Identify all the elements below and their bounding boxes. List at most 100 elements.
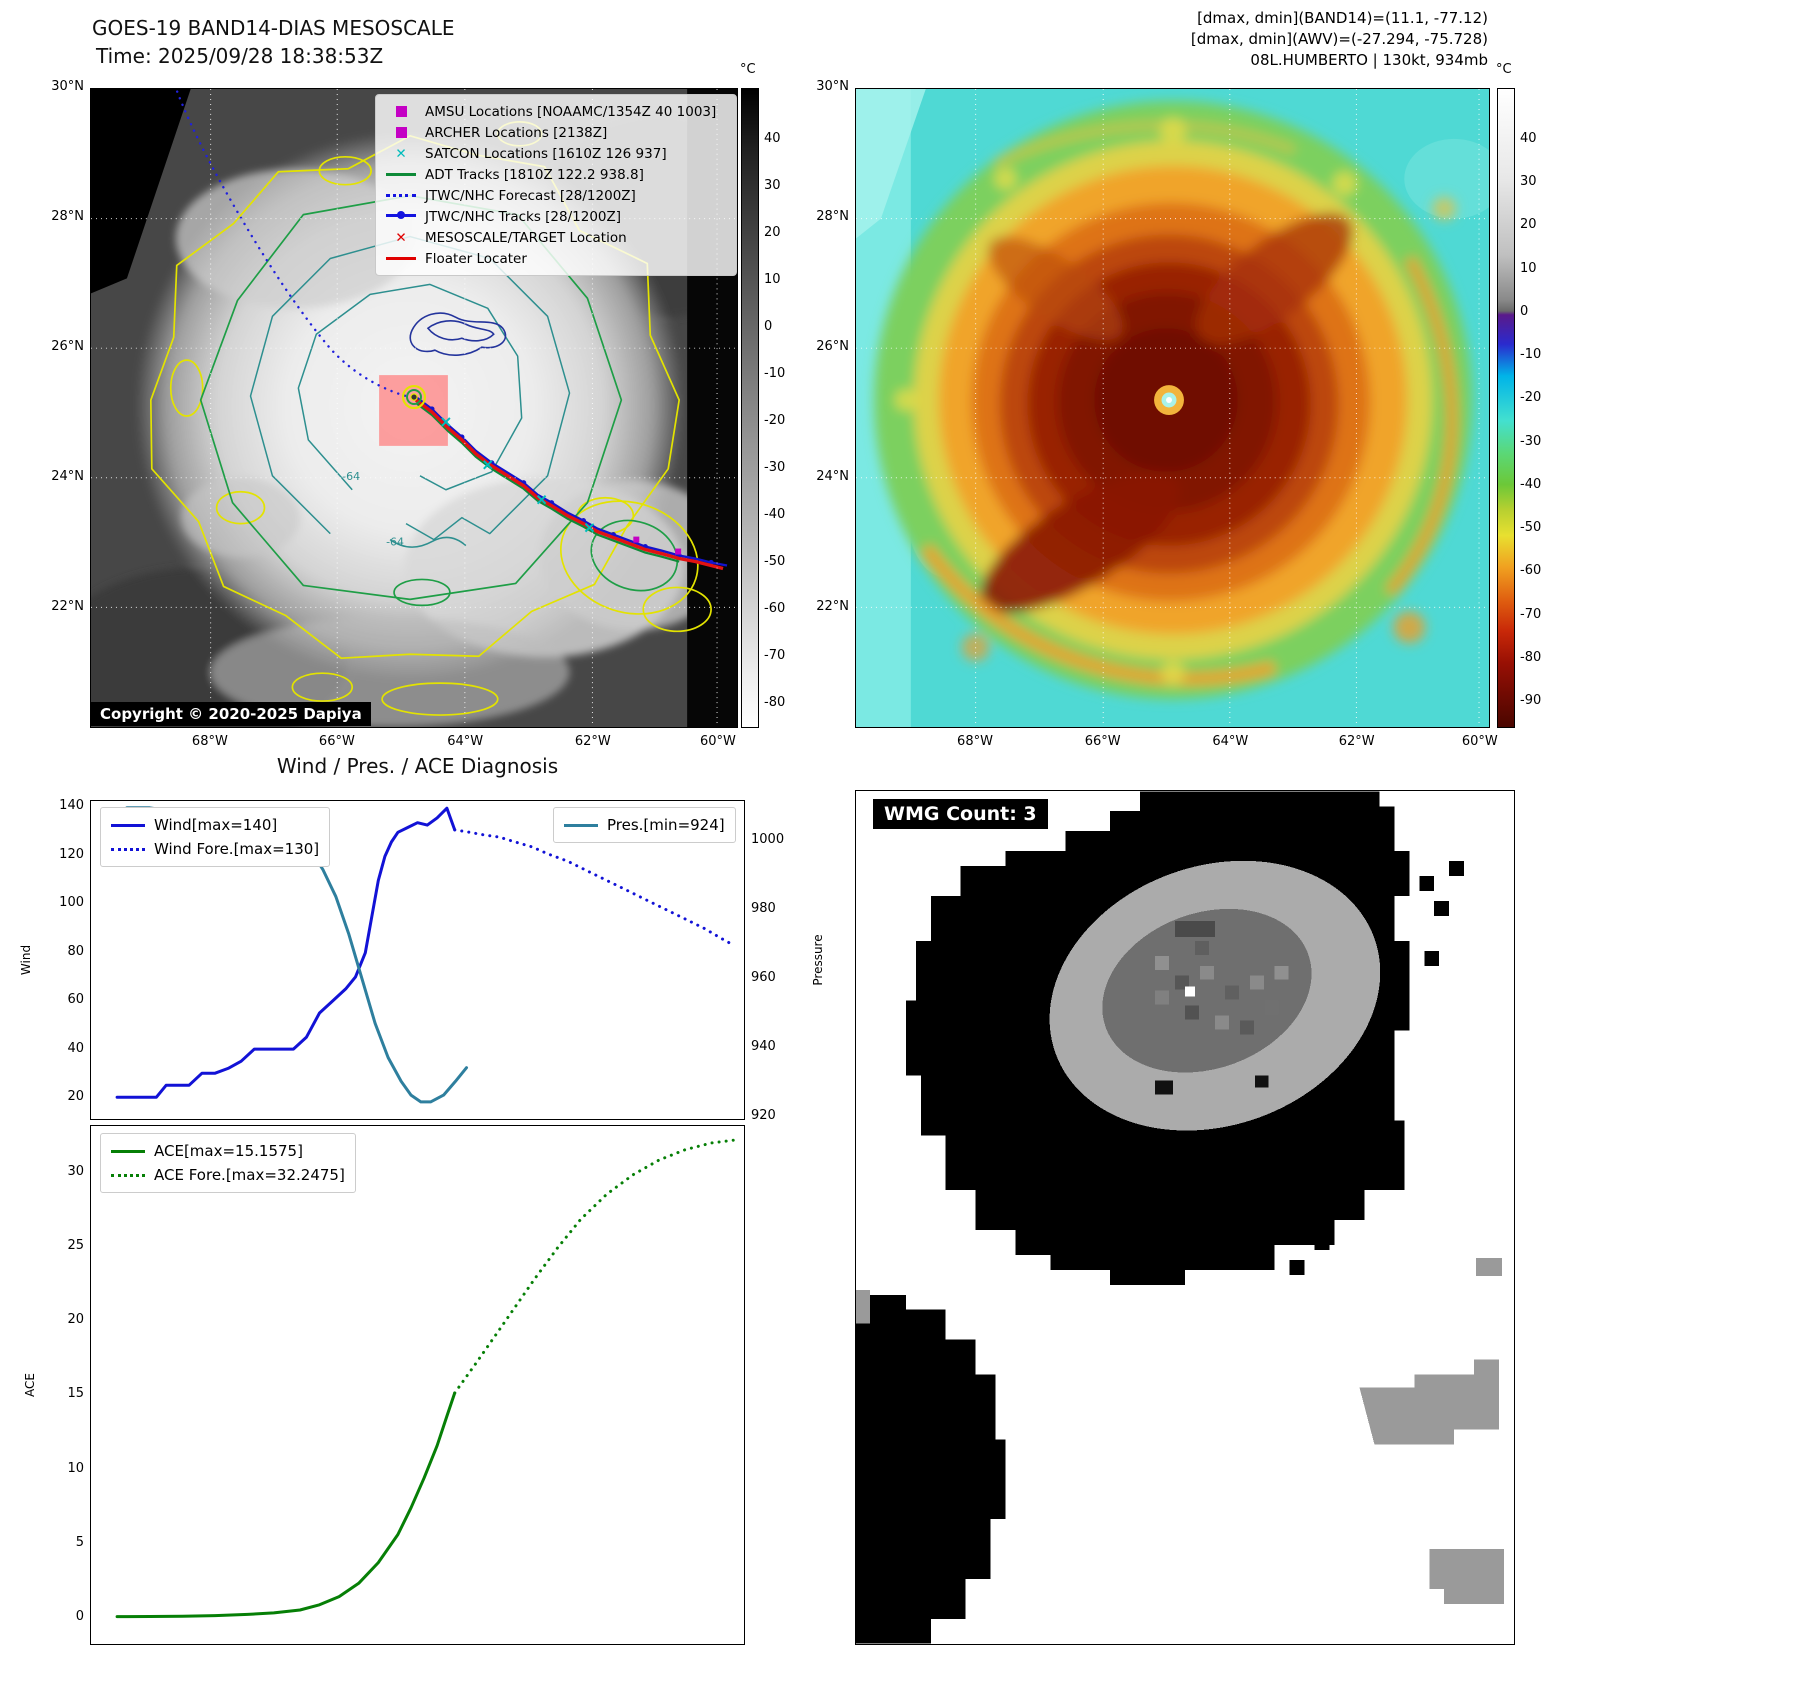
legend-label: AMSU Locations [NOAAMC/1354Z 40 1003] <box>425 103 717 120</box>
awv-header: [dmax, dmin](BAND14)=(11.1, -77.12) [dma… <box>1191 8 1488 71</box>
band14-legend: AMSU Locations [NOAAMC/1354Z 40 1003] ARC… <box>375 94 737 276</box>
axis-tick-label: 140 <box>59 798 84 814</box>
axis-tick-label: -40 <box>764 507 786 523</box>
ace-axis-label: ACE <box>23 1373 37 1397</box>
axis-tick-label: 10 <box>67 1460 84 1476</box>
pressure-axis-ticks: 920 940 960 980 1000 <box>749 800 791 1122</box>
legend-item: ACE Fore.[max=32.2475] <box>111 1163 345 1187</box>
contour-value-label: -64 <box>342 470 360 483</box>
no-data-region <box>91 89 191 294</box>
floater-track-line <box>414 398 724 571</box>
dotted-line-marker-icon <box>111 1173 145 1177</box>
contour-value-label: -64 <box>386 536 404 549</box>
latlon-grid <box>856 89 1489 727</box>
axis-tick-label: 15 <box>67 1386 84 1402</box>
awv-colorbar-ticks: 40 30 20 10 0 -10 -20 -30 -40 -50 -60 -70 -80 -90 <box>1518 88 1558 728</box>
axis-tick-label: 60 <box>67 992 84 1008</box>
axis-tick-label: 22°N <box>816 599 849 614</box>
legend-label: Wind Fore.[max=130] <box>154 840 320 858</box>
pressure-axis-label: Pressure <box>811 934 825 986</box>
legend-item: Floater Locater <box>386 248 726 269</box>
axis-tick-label: -90 <box>1520 693 1542 709</box>
axis-tick-label: -70 <box>1520 606 1542 622</box>
x-marker-icon: ✕ <box>395 229 407 246</box>
axis-tick-label: 28°N <box>51 208 84 224</box>
legend-item: ✕ MESOSCALE/TARGET Location <box>386 227 726 248</box>
band14-colorbar <box>741 88 759 728</box>
axis-tick-label: 25 <box>67 1237 84 1253</box>
diagnosis-title: Wind / Pres. / ACE Diagnosis <box>276 754 559 778</box>
amsu-markers <box>633 536 682 555</box>
awv-lon-axis: 68°W 66°W 64°W 62°W 60°W <box>855 730 1498 750</box>
legend-item: AMSU Locations [NOAAMC/1354Z 40 1003] <box>386 101 726 122</box>
legend-label: SATCON Locations [1610Z 126 937] <box>425 145 667 162</box>
legend-label: ADT Tracks [1810Z 122.2 938.8] <box>425 166 644 183</box>
band14-lon-axis: 68°W 66°W 64°W 62°W 60°W <box>90 730 738 750</box>
axis-tick-label: 0 <box>1520 303 1529 319</box>
axis-tick-label: 1000 <box>751 832 785 848</box>
axis-tick-label: 24°N <box>51 468 84 484</box>
axis-tick-label: 30°N <box>51 79 84 94</box>
line-dot-marker-icon <box>386 211 416 219</box>
axis-tick-label: -20 <box>1520 390 1542 406</box>
axis-tick-label: 30°N <box>816 79 849 94</box>
dotted-marker-icon <box>386 194 416 197</box>
satcon-markers <box>441 417 595 533</box>
dotted-line-marker-icon <box>111 847 145 851</box>
axis-tick-label: 64°W <box>1212 734 1249 749</box>
wmg-count-badge: WMG Count: 3 <box>873 799 1048 829</box>
awv-satellite-map <box>855 88 1490 728</box>
legend-item: Wind[max=140] <box>111 813 319 837</box>
legend-item: ADT Tracks [1810Z 122.2 938.8] <box>386 164 726 185</box>
legend-label: Floater Locater <box>425 250 527 267</box>
copyright-notice: Copyright © 2020-2025 Dapiya <box>91 702 371 726</box>
axis-tick-label: 26°N <box>51 338 84 354</box>
wmg-pixels <box>856 791 1505 1644</box>
forecast-track-line <box>174 89 416 400</box>
legend-label: Wind[max=140] <box>154 816 278 834</box>
teal-contours <box>249 235 571 548</box>
legend-label: ARCHER Locations [2138Z] <box>425 124 608 141</box>
cloud-patch <box>1404 138 1489 219</box>
axis-tick-label: 30 <box>67 1163 84 1179</box>
axis-tick-label: -70 <box>764 648 786 664</box>
axis-tick-label: -10 <box>1520 347 1542 363</box>
axis-tick-label: 60°W <box>699 734 736 749</box>
axis-tick-label: 980 <box>751 901 776 917</box>
band14-colorbar-ticks: 40 30 20 10 0 -10 -20 -30 -40 -50 -60 -70 -80 <box>762 88 798 728</box>
axis-tick-label: 30 <box>764 177 781 193</box>
axis-tick-label: -50 <box>1520 520 1542 536</box>
axis-tick-label: 24°N <box>816 468 849 484</box>
axis-tick-label: 66°W <box>1084 734 1121 749</box>
axis-tick-label: -50 <box>764 554 786 570</box>
axis-tick-label: 40 <box>67 1040 84 1056</box>
adt-track-line <box>415 402 680 563</box>
storm-eye-marker <box>401 384 427 410</box>
axis-tick-label: -20 <box>764 413 786 429</box>
wmg-image <box>855 790 1515 1645</box>
band14-colorbar-unit: °C <box>740 62 756 77</box>
axis-tick-label: 40 <box>764 130 781 146</box>
dmax-dmin-awv: [dmax, dmin](AWV)=(-27.294, -75.728) <box>1190 30 1488 48</box>
wind-axis-ticks: 20 40 60 80 100 120 140 <box>48 798 86 1120</box>
axis-tick-label: -30 <box>764 460 786 476</box>
wind-axis-label: Wind <box>19 944 33 976</box>
axis-tick-label: 62°W <box>1338 734 1375 749</box>
legend-item: JTWC/NHC Forecast [28/1200Z] <box>386 185 726 206</box>
axis-tick-label: 0 <box>75 1609 84 1625</box>
line-marker-icon <box>386 257 416 260</box>
awv-colorbar-unit: °C <box>1496 62 1512 77</box>
storm-id-intensity: 08L.HUMBERTO | 130kt, 934mb <box>1250 51 1488 69</box>
axis-tick-label: -80 <box>764 695 786 711</box>
ace-axis-ticks: 0 5 10 15 20 25 30 <box>48 1125 86 1645</box>
dmax-dmin-band14: [dmax, dmin](BAND14)=(11.1, -77.12) <box>1197 9 1488 27</box>
series-Wind Fore.[max=130] <box>453 828 736 947</box>
storm-eye <box>1154 385 1184 415</box>
axis-tick-label: 940 <box>751 1038 776 1054</box>
axis-tick-label: 20 <box>764 224 781 240</box>
axis-tick-label: 66°W <box>318 734 355 749</box>
axis-tick-label: 20 <box>1520 217 1537 233</box>
square-marker-icon <box>386 127 416 138</box>
series-Wind[max=140] <box>115 806 457 1099</box>
axis-tick-label: 68°W <box>191 734 228 749</box>
